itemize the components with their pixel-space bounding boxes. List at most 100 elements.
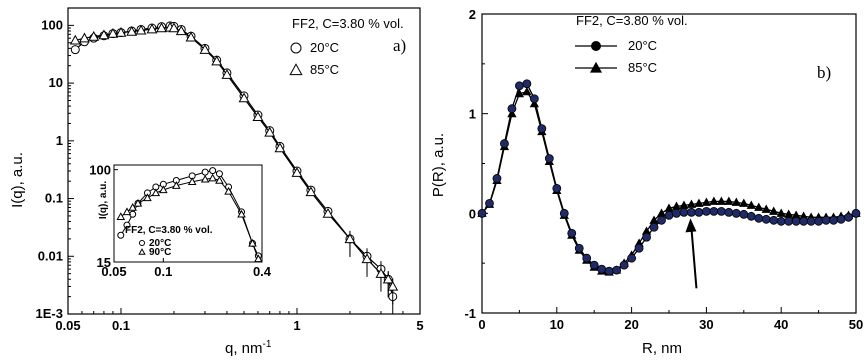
data-point [69,34,81,45]
panel-a-x-label-text: q, nm [225,340,263,357]
inset-data-point [215,170,223,178]
data-point [361,253,373,264]
panel-a-legend: 20°C 85°C [289,40,339,77]
data-point [709,196,719,205]
data-point [694,198,704,207]
panel-b-y-axis-label: P(R), a.u. [430,133,447,197]
legend-marker [290,42,302,54]
data-point [199,44,211,54]
inset-data-point [254,254,263,263]
data-point [264,126,276,137]
inset-legend-label: 90°C [149,247,171,258]
data-point [664,210,674,220]
inset-data-point [128,202,137,211]
inset-y-tick-label: 15 [97,255,111,270]
data-point [844,212,853,222]
inset-data-point [224,186,233,195]
legend-label: 20°C [310,40,339,55]
data-point [589,260,599,270]
panel-b-series-line [481,83,857,272]
arrow-shaft [690,228,698,289]
data-point [305,186,317,197]
data-point [552,184,562,193]
inset-data-point [133,198,143,207]
panel-a-title: FF2, C=3.80 % vol. [292,16,404,31]
data-point [634,243,644,253]
data-point [107,27,119,38]
inset: 0.05 0.1 0.4 15 100 FF2, C=3.80 % vol. I(q),… [89,163,272,279]
data-point [686,199,697,208]
data-point [507,104,517,114]
data-point [322,207,334,218]
legend-label: 85°C [310,62,339,77]
y-tick-label: -1 [464,306,476,321]
data-point [238,92,250,103]
data-point [619,260,629,270]
data-point [168,22,180,33]
data-point [739,209,749,219]
y-tick-label: 1 [56,133,63,148]
x-tick-label: 50 [849,317,863,332]
inset-y-tick-label: 100 [89,163,111,178]
data-point [656,208,667,217]
data-point [387,280,399,291]
panel-b-arrow-annotation [685,218,698,289]
data-point [731,197,741,206]
inset-series [116,167,263,263]
inset-data-point [215,176,224,184]
data-point [291,167,303,177]
panel-a-x-axis-label: q, nm-1 [225,339,272,357]
data-point [175,25,187,36]
data-point [649,222,659,232]
data-point [88,30,100,41]
x-tick-label: 10 [550,317,564,332]
data-point [185,31,197,42]
inset-data-point [209,167,217,175]
inset-data-point [122,207,132,216]
data-point [739,198,749,207]
panel-a-series [69,21,399,314]
data-point [627,253,636,263]
legend-marker [289,63,303,76]
inset-data-point [151,188,161,197]
y-tick-label: 0.01 [38,248,63,263]
data-point [761,214,771,224]
x-tick-label: 0.1 [112,318,130,333]
data-point [724,196,734,205]
data-point [731,208,741,218]
data-point [799,216,809,226]
inset-x-tick-label: 0.4 [253,264,272,279]
inset-data-point [172,181,181,189]
data-point [769,206,779,215]
panel-a-x-label-superscript: -1 [263,339,272,350]
data-point [477,208,487,218]
data-point [492,174,502,183]
data-point [761,204,771,213]
data-point [851,208,861,218]
data-point [574,243,584,253]
data-point [679,207,689,217]
data-point [582,253,592,263]
x-tick-label: 1 [293,318,300,333]
panel-b-title: FF2, C=3.80 % vol. [576,13,688,28]
y-tick-label: 100 [41,17,63,32]
data-point [146,23,158,34]
x-tick-label: 20 [624,317,638,332]
panel-b-legend: 20°C 85°C [575,38,657,75]
x-tick-label: 0 [478,317,485,332]
inset-data-point [208,173,217,182]
data-point [746,200,756,209]
data-point [672,208,681,218]
inset-data-point [201,168,209,176]
data-point [567,228,577,238]
data-point [274,142,286,153]
panel-b-plot-frame [481,13,857,314]
x-tick-label: 0.05 [55,318,80,333]
data-point [252,111,264,122]
data-point [597,264,607,274]
inset-legend-label: 20°C [149,238,171,249]
